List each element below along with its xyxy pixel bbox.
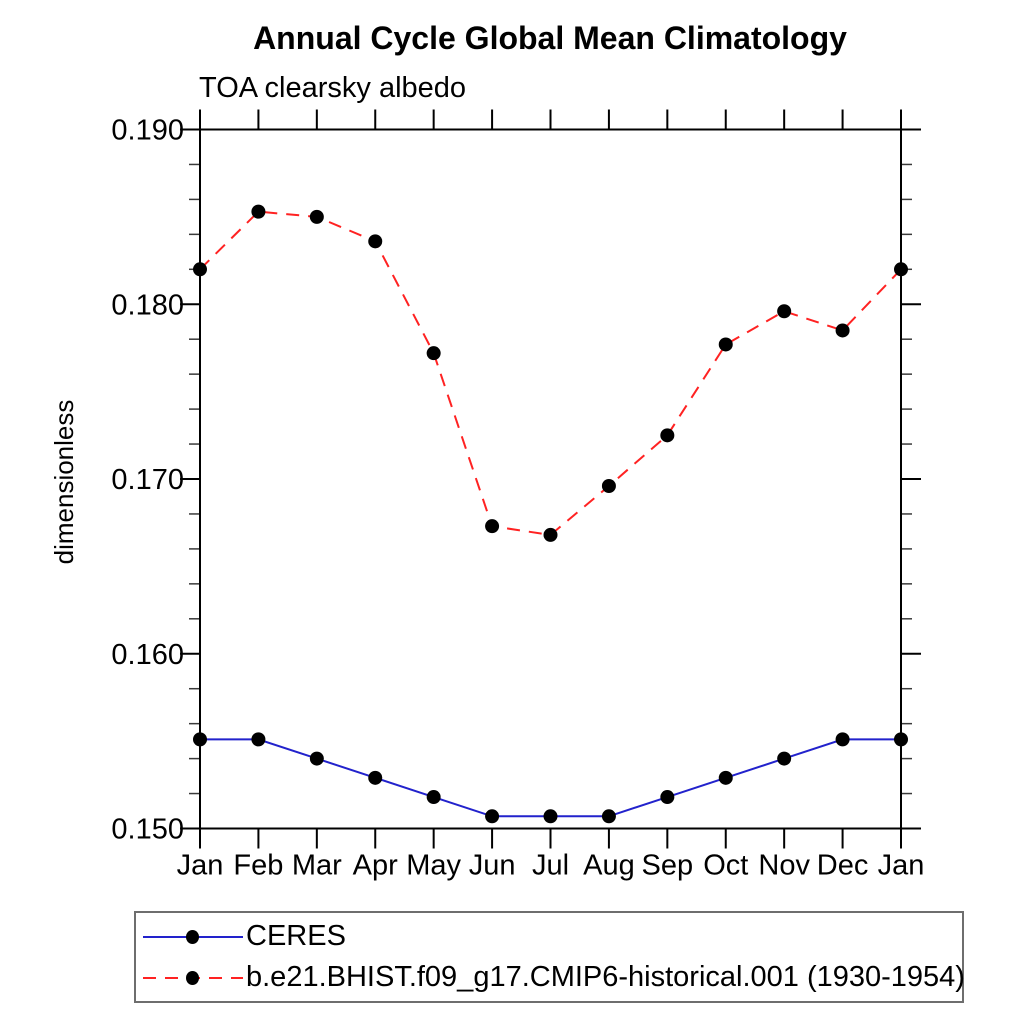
series-marker-0 bbox=[485, 809, 500, 824]
legend-row-model: b.e21.BHIST.f09_g17.CMIP6-historical.001… bbox=[136, 961, 965, 995]
legend-line-sample-ceres bbox=[143, 929, 243, 944]
series-marker-1 bbox=[426, 346, 441, 361]
x-axis-tick-label: Aug bbox=[583, 850, 635, 882]
series-marker-0 bbox=[543, 809, 558, 824]
series-line-1 bbox=[199, 210, 902, 536]
y-axis-tick-label: 0.180 bbox=[111, 289, 184, 321]
series-marker-1 bbox=[193, 262, 207, 277]
series-marker-0 bbox=[601, 809, 616, 824]
x-axis-tick-label: Sep bbox=[642, 850, 694, 882]
legend-label-ceres: CERES bbox=[246, 920, 346, 952]
y-axis-title: dimensionless bbox=[49, 400, 79, 565]
series-marker-0 bbox=[894, 732, 908, 747]
series-marker-0 bbox=[309, 751, 324, 766]
series-marker-0 bbox=[368, 770, 383, 785]
series-marker-0 bbox=[718, 770, 733, 785]
series-marker-1 bbox=[251, 204, 266, 219]
chart-subtitle: TOA clearsky albedo bbox=[199, 72, 467, 104]
x-axis-tick-label: Nov bbox=[758, 850, 810, 882]
series-marker-1 bbox=[660, 428, 675, 443]
series-marker-1 bbox=[309, 209, 324, 224]
x-axis-tick-label: Jan bbox=[878, 850, 925, 882]
legend-label-model: b.e21.BHIST.f09_g17.CMIP6-historical.001… bbox=[246, 961, 965, 993]
legend-marker-dot bbox=[186, 929, 199, 944]
series-marker-1 bbox=[894, 262, 908, 277]
series-marker-1 bbox=[485, 519, 500, 534]
series-marker-1 bbox=[543, 527, 558, 542]
series-marker-1 bbox=[601, 478, 616, 493]
x-axis-tick-label: Jul bbox=[532, 850, 569, 882]
y-axis-tick-label: 0.150 bbox=[111, 814, 184, 846]
x-axis-tick-label: Apr bbox=[353, 850, 398, 882]
x-axis-tick-label: Jan bbox=[177, 850, 224, 882]
series-marker-0 bbox=[660, 790, 675, 805]
x-axis-tick-label: Dec bbox=[817, 850, 869, 882]
x-axis-tick-label: Feb bbox=[233, 850, 283, 882]
y-axis-tick-label: 0.170 bbox=[111, 464, 184, 496]
series-marker-1 bbox=[368, 234, 383, 249]
series-marker-0 bbox=[251, 732, 266, 747]
legend-marker-dot bbox=[186, 970, 199, 985]
legend-line-sample-model bbox=[143, 970, 243, 985]
series-marker-0 bbox=[835, 732, 850, 747]
chart-title: Annual Cycle Global Mean Climatology bbox=[253, 20, 847, 56]
series-marker-0 bbox=[777, 751, 792, 766]
x-axis-tick-label: Mar bbox=[292, 850, 342, 882]
series-marker-0 bbox=[193, 732, 207, 747]
y-axis-tick-label: 0.160 bbox=[111, 639, 184, 671]
series-marker-1 bbox=[718, 337, 733, 352]
series-line-0 bbox=[200, 738, 901, 818]
series-marker-0 bbox=[426, 790, 441, 805]
legend: CERES b.e21.BHIST.f09_g17.CMIP6-historic… bbox=[134, 911, 965, 1003]
x-axis-tick-label: May bbox=[406, 850, 461, 882]
series-marker-1 bbox=[835, 323, 850, 338]
x-axis-tick-label: Jun bbox=[469, 850, 516, 882]
series-marker-1 bbox=[777, 304, 792, 319]
legend-row-ceres: CERES bbox=[136, 920, 962, 954]
y-axis-tick-label: 0.190 bbox=[111, 115, 184, 147]
x-axis-tick-label: Oct bbox=[703, 850, 748, 882]
